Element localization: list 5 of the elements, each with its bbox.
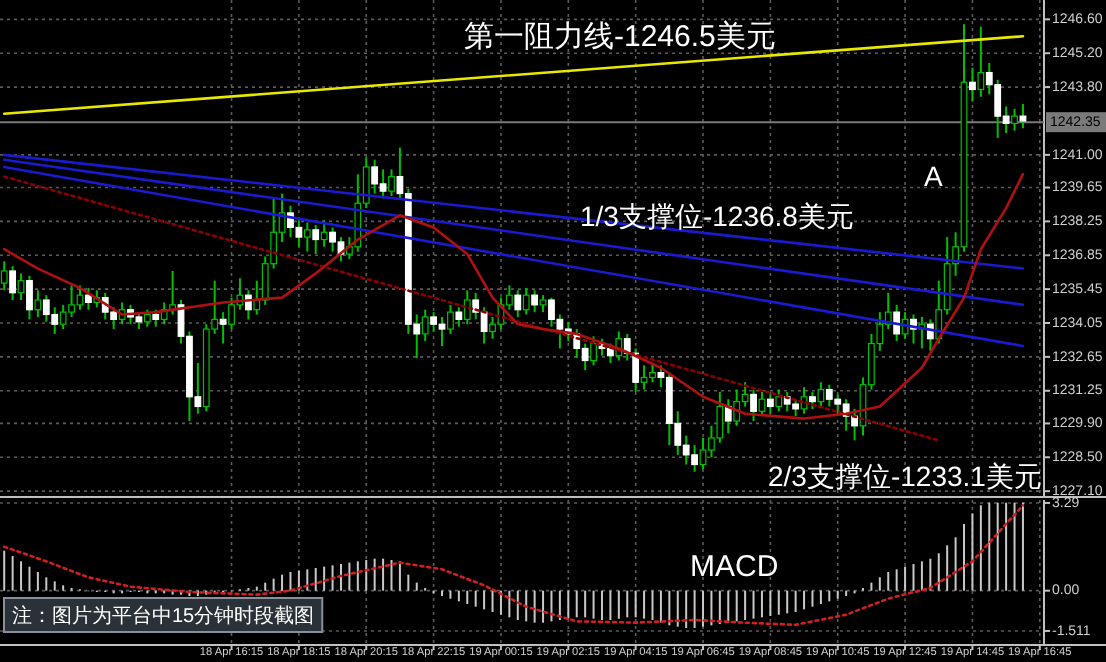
- annotation: 2/3支撑位-1233.1美元: [768, 460, 1042, 492]
- annotation: A: [924, 160, 944, 192]
- annotation: 第一阻力线-1246.5美元: [464, 20, 776, 54]
- annotation: MACD: [690, 550, 779, 584]
- annotation: 注：图片为平台中15分钟时段截图: [12, 604, 315, 628]
